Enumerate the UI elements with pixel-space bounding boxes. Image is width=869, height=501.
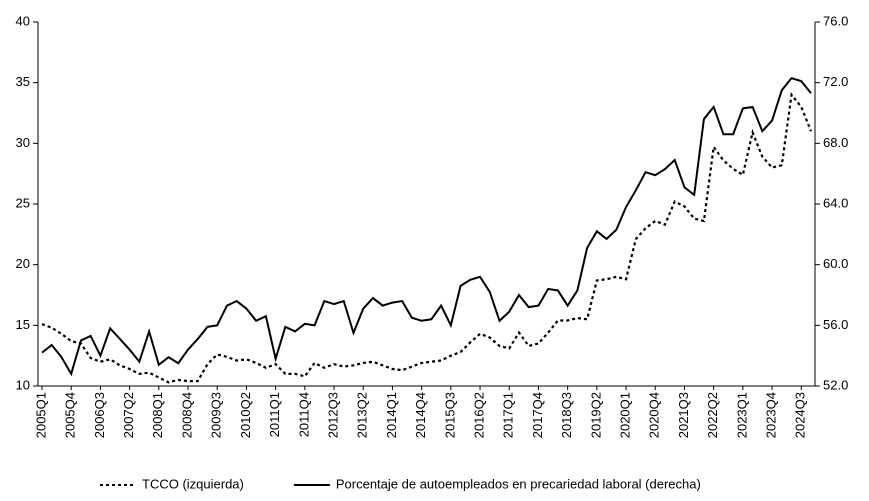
y-tick-label: 25 [16, 195, 30, 210]
x-tick-label: 2013Q2 [355, 392, 370, 438]
x-tick-label: 2020Q4 [647, 392, 662, 438]
x-tick-label: 2007Q2 [121, 392, 136, 438]
y2-tick-label: 64.0 [823, 195, 848, 210]
x-tick-label: 2008Q1 [150, 392, 165, 438]
x-tick-label: 2017Q1 [501, 392, 516, 438]
x-tick-label: 2014Q1 [384, 392, 399, 438]
x-tick-label: 2020Q1 [617, 392, 632, 438]
y2-tick-label: 72.0 [823, 74, 848, 89]
y2-tick-label: 76.0 [823, 13, 848, 28]
x-tick-label: 2019Q2 [588, 392, 603, 438]
x-tick-label: 2022Q2 [705, 392, 720, 438]
x-tick-label: 2023Q4 [764, 392, 779, 438]
y2-tick-label: 68.0 [823, 135, 848, 150]
x-tick-label: 2011Q4 [296, 392, 311, 437]
x-tick-label: 2021Q3 [676, 392, 691, 438]
legend-label: TCCO (izquierda) [142, 476, 244, 491]
y-tick-label: 40 [16, 13, 30, 28]
x-tick-label: 2015Q3 [442, 392, 457, 438]
legend-label: Porcentaje de autoempleados en precaried… [336, 476, 701, 491]
y-tick-label: 35 [16, 74, 30, 89]
y-tick-label: 15 [16, 317, 30, 332]
series-line [41, 92, 813, 384]
y-tick-label: 30 [16, 135, 30, 150]
x-tick-label: 2005Q1 [33, 392, 48, 438]
y-tick-label: 20 [16, 256, 30, 271]
x-tick-label: 2012Q3 [325, 392, 340, 438]
x-tick-label: 2017Q4 [530, 392, 545, 438]
x-tick-label: 2011Q1 [267, 392, 282, 437]
x-tick-label: 2006Q3 [92, 392, 107, 438]
x-tick-label: 2018Q3 [559, 392, 574, 438]
x-tick-label: 2016Q2 [471, 392, 486, 438]
x-tick-label: 2010Q2 [238, 392, 253, 438]
y2-tick-label: 56.0 [823, 317, 848, 332]
y2-tick-label: 52.0 [823, 377, 848, 392]
x-tick-label: 2024Q3 [793, 392, 808, 438]
x-tick-label: 2005Q4 [63, 392, 78, 438]
x-tick-label: 2009Q3 [209, 392, 224, 438]
y2-tick-label: 60.0 [823, 256, 848, 271]
x-tick-label: 2023Q1 [734, 392, 749, 438]
x-tick-label: 2008Q4 [179, 392, 194, 438]
x-tick-label: 2014Q4 [413, 392, 428, 438]
y-tick-label: 10 [16, 377, 30, 392]
series-line [41, 76, 812, 377]
